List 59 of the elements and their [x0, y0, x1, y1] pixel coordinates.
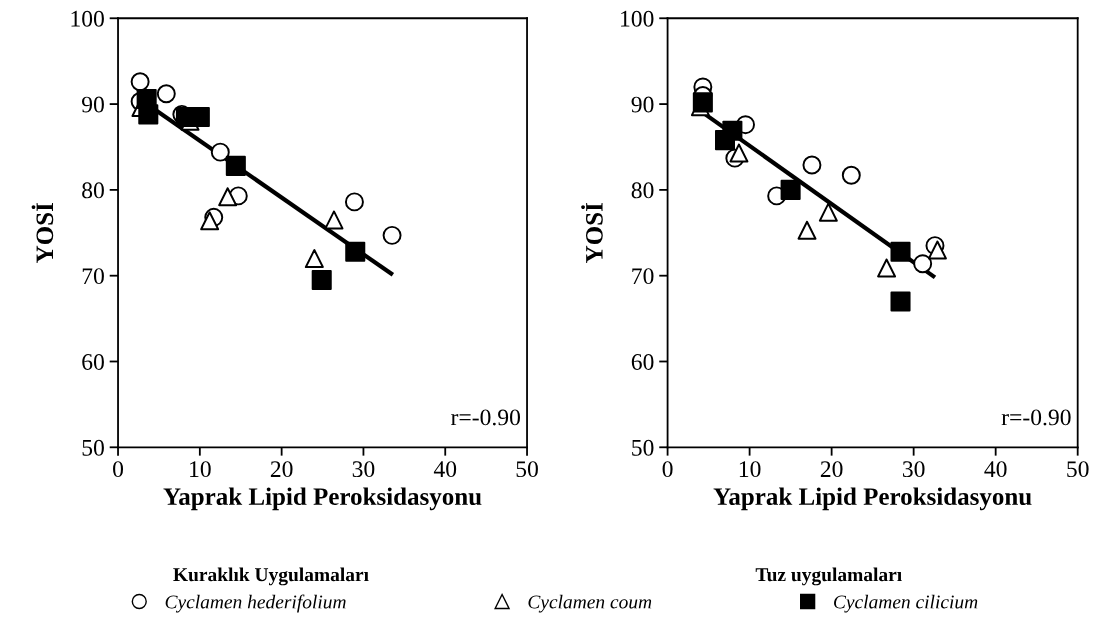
point	[802, 155, 822, 175]
y-tick-label: 60	[82, 353, 104, 370]
y-tick-label: 70	[82, 268, 104, 285]
text: Kuraklık Uygulamaları	[173, 567, 369, 586]
legend-label: Cyclamen hederifolium	[165, 594, 346, 613]
point	[729, 143, 749, 163]
y-tick-label: 80	[631, 182, 654, 199]
x-tick-label: 50	[516, 461, 538, 478]
point	[304, 249, 324, 268]
x-tick-label: 30	[902, 461, 925, 478]
point	[714, 130, 736, 151]
y-tick-label: 60	[631, 353, 654, 370]
annotation: r=-0.90	[1001, 409, 1071, 426]
y-tick-label: 50	[632, 439, 654, 456]
point	[345, 241, 366, 262]
x-tick-label: 50	[1067, 461, 1089, 478]
y-tick-label: 100	[71, 10, 104, 27]
y-tick-label: 90	[631, 96, 654, 113]
point	[382, 225, 402, 245]
point	[780, 179, 801, 200]
point	[344, 192, 364, 212]
point	[311, 269, 332, 290]
x-tick-label: 40	[433, 461, 457, 478]
point	[324, 210, 344, 230]
point	[210, 142, 230, 162]
y-tick-label: 70	[632, 268, 654, 285]
point	[156, 84, 176, 104]
y-axis-title: YOSİ	[581, 203, 603, 263]
legend-label: Cyclamen coum	[528, 594, 652, 613]
x-tick-label: 10	[190, 461, 211, 478]
point	[877, 258, 897, 278]
x-tick-label: 30	[352, 461, 375, 478]
point	[841, 165, 861, 185]
y-tick-label: 50	[82, 439, 104, 456]
point	[218, 187, 238, 207]
y-tick-label: 90	[81, 96, 104, 113]
point	[225, 155, 246, 176]
x-tick-label: 20	[820, 461, 843, 478]
x-axis-title: Yaprak Lipid Peroksidasyonu	[713, 487, 1032, 511]
point	[692, 92, 713, 113]
y-tick-label: 100	[621, 10, 654, 27]
annotation: r=-0.90	[451, 409, 521, 426]
point	[818, 202, 838, 222]
y-axis-title: YOSİ	[31, 203, 54, 263]
point	[890, 291, 911, 312]
text: Tuz uygulamaları	[755, 567, 902, 586]
legend-label: Cyclamen cilicium	[834, 594, 978, 613]
point	[138, 104, 159, 125]
x-tick-label: 0	[113, 461, 124, 478]
x-tick-label: 10	[739, 461, 761, 478]
x-tick-label: 20	[270, 461, 293, 478]
point	[797, 220, 817, 240]
x-axis-title: Yaprak Lipid Peroksidasyonu	[163, 487, 482, 511]
point	[913, 254, 933, 274]
x-tick-label: 40	[984, 461, 1007, 478]
point	[890, 241, 911, 262]
x-tick-label: 0	[662, 461, 673, 478]
y-tick-label: 80	[82, 182, 104, 199]
point	[130, 72, 150, 92]
